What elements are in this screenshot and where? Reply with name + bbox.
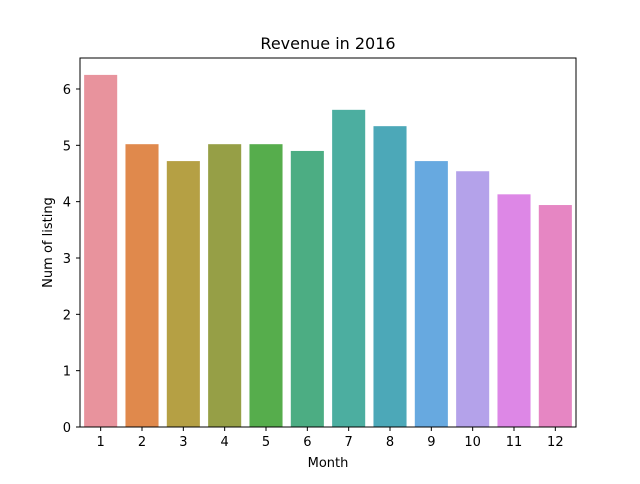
x-tick-label: 10 — [464, 435, 481, 450]
bar-5 — [249, 144, 283, 427]
x-tick-label: 1 — [97, 435, 105, 450]
bar-6 — [290, 150, 324, 427]
bar-10 — [456, 171, 490, 427]
x-tick-label: 8 — [386, 435, 394, 450]
bars-group — [84, 74, 572, 428]
plot-frame — [79, 57, 577, 428]
x-axis-label: Month — [308, 456, 349, 471]
x-tick-label: 2 — [138, 435, 146, 450]
bar-12 — [538, 205, 572, 427]
y-tick-label: 4 — [63, 196, 71, 211]
x-tick-label: 11 — [506, 435, 523, 450]
bar-9 — [414, 161, 448, 427]
x-tick-label: 4 — [221, 435, 229, 450]
y-tick-label: 0 — [63, 421, 71, 436]
y-tick-label: 3 — [63, 252, 71, 267]
chart-title: Revenue in 2016 — [260, 34, 395, 53]
x-tick-label: 3 — [179, 435, 187, 450]
x-axis-ticks: 1 2 3 4 5 6 7 8 9 10 11 12 — [97, 427, 564, 450]
x-tick-label: 12 — [547, 435, 564, 450]
bar-1 — [84, 74, 118, 428]
y-axis-ticks: 0 1 2 3 4 5 6 — [63, 83, 80, 436]
y-tick-label: 5 — [63, 139, 71, 154]
bar-11 — [497, 194, 531, 427]
bar-4 — [208, 144, 242, 427]
y-tick-label: 2 — [63, 308, 71, 323]
x-tick-label: 6 — [303, 435, 311, 450]
x-tick-label: 5 — [262, 435, 270, 450]
x-tick-label: 7 — [345, 435, 353, 450]
bar-3 — [166, 161, 200, 427]
x-tick-label: 9 — [427, 435, 435, 450]
bar-2 — [125, 144, 159, 427]
y-tick-label: 1 — [63, 365, 71, 380]
bar-8 — [373, 126, 407, 428]
y-tick-label: 6 — [63, 83, 71, 98]
bar-7 — [332, 109, 366, 427]
y-axis-label: Num of listing — [41, 197, 56, 288]
